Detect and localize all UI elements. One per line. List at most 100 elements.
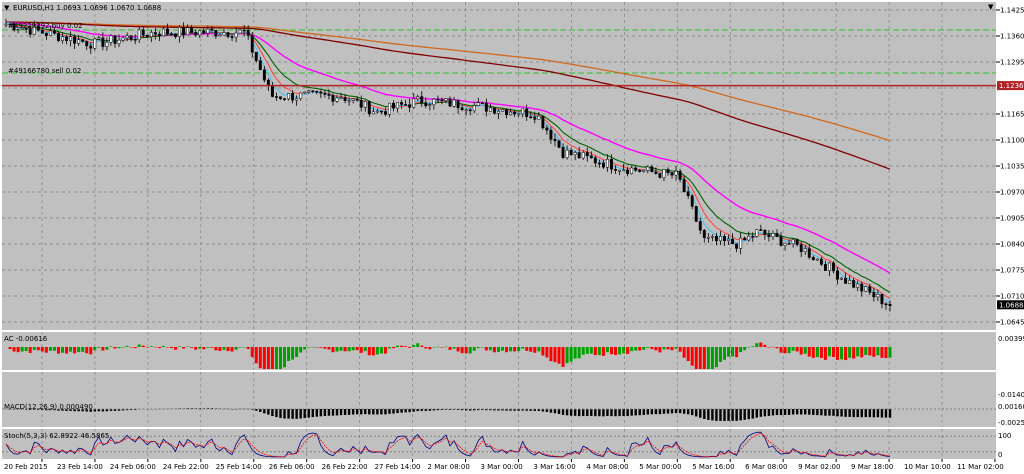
candle-body [214, 30, 218, 37]
macd-bar [739, 409, 742, 421]
candle-body [367, 101, 371, 115]
candle-body [412, 98, 416, 108]
order-sell-label[interactable]: #49166780 sell 0.02 [8, 67, 81, 75]
candle-body [517, 113, 521, 116]
ac-bar [283, 347, 287, 368]
candle-body [274, 96, 278, 98]
macd-bar [521, 409, 524, 411]
current-price-label: 1.0688 [999, 301, 1024, 309]
macd-bar [416, 409, 419, 412]
ac-bar [872, 347, 876, 357]
ma-fast-line [5, 22, 891, 303]
candle-body [634, 167, 638, 171]
macd-bar [650, 409, 654, 415]
candle-body [561, 147, 565, 158]
ac-bar [622, 347, 626, 354]
macd-bar [691, 409, 694, 416]
candle-body [149, 32, 153, 37]
ac-bar [573, 347, 577, 359]
ac-bar [375, 347, 379, 355]
candle-body [388, 102, 391, 115]
candle-body [174, 33, 177, 37]
ac-bar [666, 347, 670, 350]
candle-body [497, 111, 500, 114]
ac-bar [149, 346, 153, 347]
macd-bar [844, 409, 847, 417]
candle-body [646, 166, 650, 171]
candle-body [400, 102, 404, 105]
candle-body [4, 23, 8, 26]
ac-bar [383, 347, 387, 354]
price-tick-label: 1.0840 [1000, 241, 1024, 249]
ac-bar [710, 347, 714, 369]
candle-body [20, 28, 24, 30]
ac-bar [20, 347, 24, 352]
macd-bar [638, 409, 641, 416]
macd-bar [89, 409, 92, 412]
order-buy-label[interactable]: #49229292 buy 0.02 [8, 22, 83, 30]
ac-bar [472, 347, 476, 351]
macd-bar [408, 409, 411, 413]
candle-body [484, 102, 488, 112]
ac-bar [698, 347, 702, 369]
time-axis-label: 9 Mar 02:00 [798, 463, 840, 471]
chart-dropdown-icon[interactable]: ▼ [4, 4, 10, 12]
macd-bar [517, 409, 520, 411]
ac-bar [69, 347, 73, 352]
ac-bar [500, 347, 504, 351]
macd-bar [787, 409, 791, 415]
candle-body [121, 37, 125, 41]
candle-body [694, 206, 698, 222]
ac-bar [287, 347, 291, 361]
candle-body [363, 101, 367, 108]
candle-body [601, 162, 605, 168]
candle-body [488, 107, 492, 112]
candle-body [166, 28, 169, 34]
candle-body [141, 29, 145, 36]
candle-body [61, 36, 64, 41]
ac-bar [686, 347, 690, 362]
macd-bar [509, 409, 512, 411]
ac-bar [791, 347, 795, 351]
ac-bar [178, 346, 182, 347]
macd-bar [77, 409, 80, 412]
candle-body [137, 29, 141, 41]
macd-bar [335, 409, 339, 416]
candle-body [638, 170, 642, 172]
stoch-panel[interactable] [2, 429, 996, 459]
candle-body [270, 85, 274, 97]
macd-bar [852, 409, 855, 418]
macd-bar [226, 408, 230, 410]
ac-axis-top: 0.00399 [998, 335, 1024, 343]
time-axis-label: 24 Feb 06:00 [110, 463, 156, 471]
candle-body [392, 102, 395, 109]
macd-bar [606, 409, 609, 417]
macd-bar [816, 409, 819, 416]
hline-price-tag [997, 81, 1024, 91]
macd-bar [711, 409, 714, 421]
macd-panel[interactable] [2, 372, 996, 427]
candle-body [472, 105, 476, 112]
macd-bar [876, 409, 880, 418]
macd-bar [872, 409, 876, 418]
macd-axis-bottom: -0.00254 [998, 419, 1024, 427]
macd-bar [505, 409, 508, 411]
candle-body [347, 100, 351, 102]
chart-shift-icon[interactable]: ▼ [988, 3, 994, 11]
macd-bar [388, 409, 391, 414]
macd-bar [614, 409, 617, 417]
macd-bar [343, 409, 347, 415]
candle-body [735, 243, 739, 249]
candle-body [860, 283, 864, 292]
ac-bar [650, 347, 654, 350]
candle-body [630, 167, 634, 174]
ac-bar [634, 347, 638, 351]
candle-body [57, 32, 60, 41]
macd-bar [832, 409, 835, 416]
ac-bar [408, 347, 412, 348]
stoch-axis-top: 100 [998, 432, 1011, 440]
ac-bar [226, 347, 230, 352]
macd-bar [731, 409, 734, 421]
ac-bar [492, 347, 496, 353]
